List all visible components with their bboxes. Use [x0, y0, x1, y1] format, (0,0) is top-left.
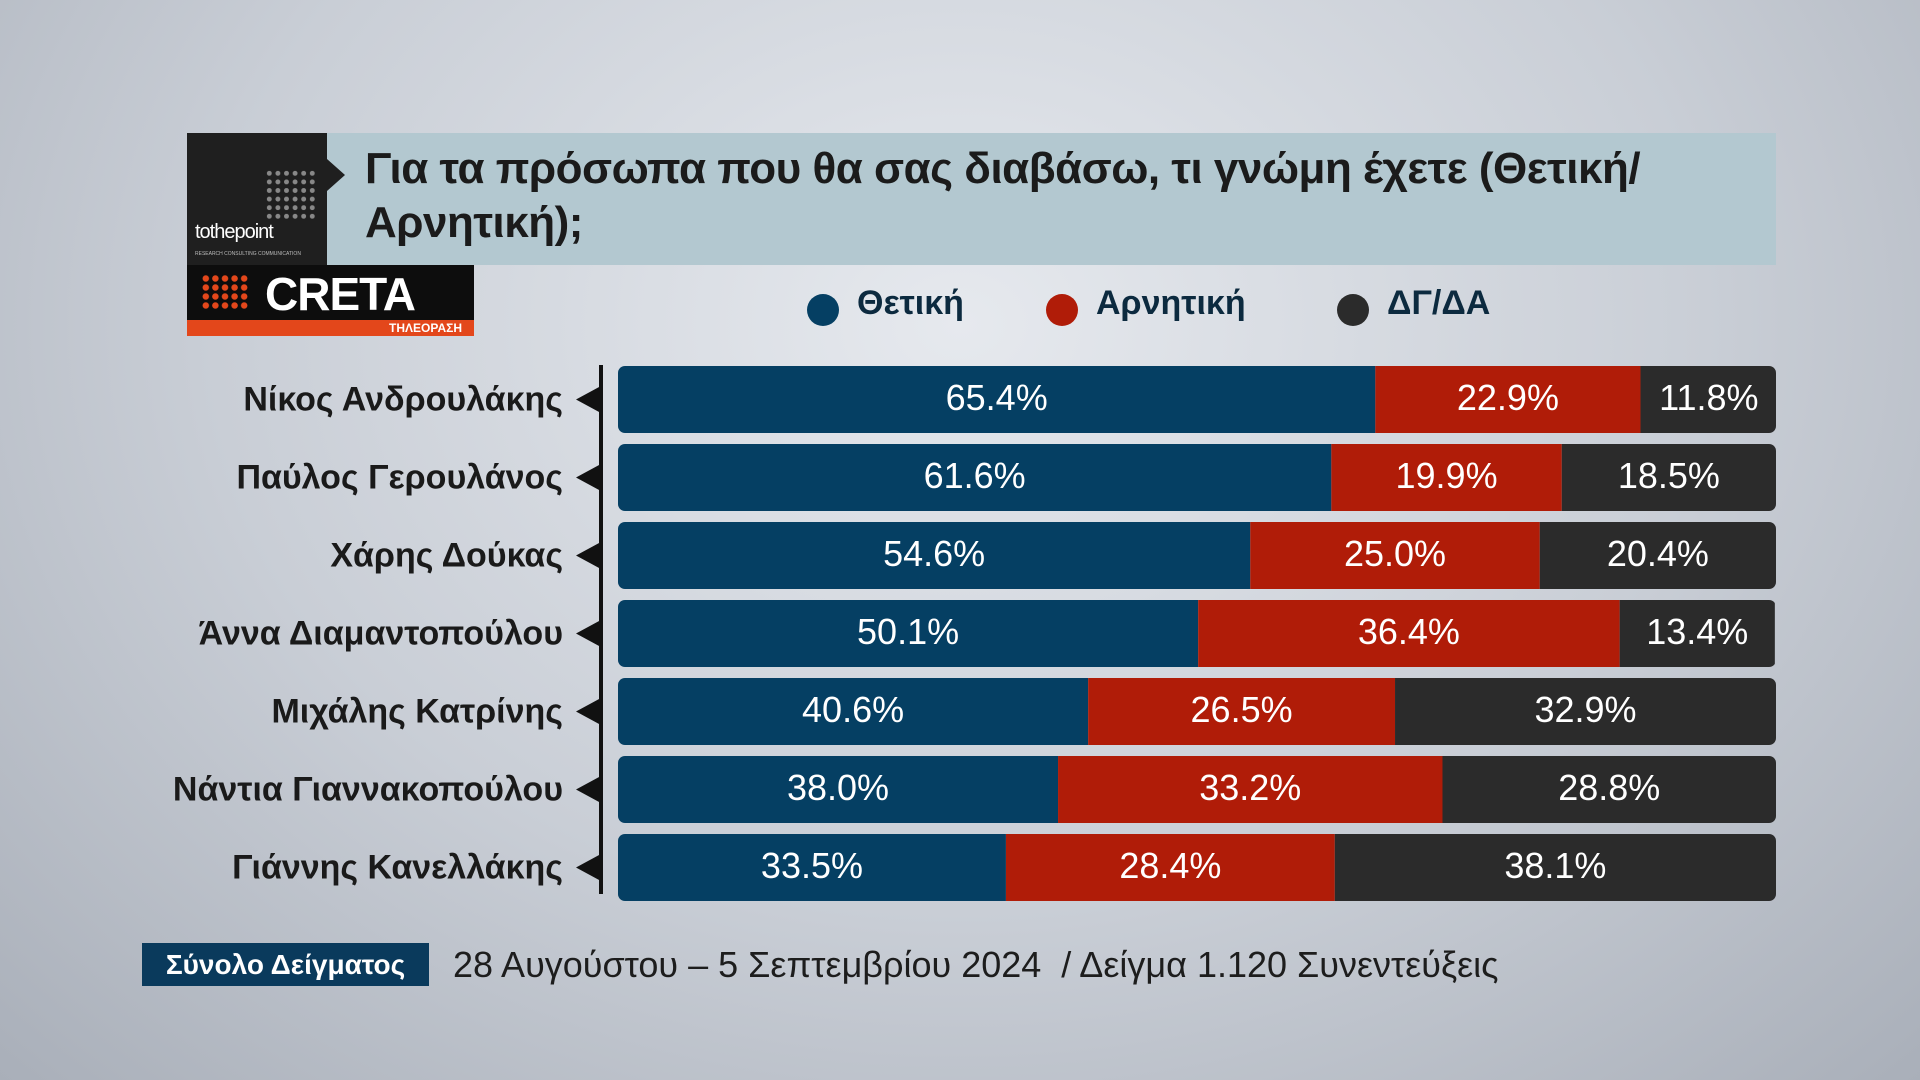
bar-segment: [1539, 522, 1776, 589]
value-label: 25.0%: [1344, 533, 1446, 574]
value-label: 38.0%: [787, 767, 889, 808]
value-label: 11.8%: [1659, 377, 1758, 418]
bar-segment: [1058, 756, 1443, 823]
bar-segment: [1088, 678, 1396, 745]
bar-row: [618, 522, 1776, 589]
footer-text: 28 Αυγούστου – 5 Σεπτεμβρίου 2024 / Δείγ…: [453, 944, 1499, 985]
category-label: Νίκος Ανδρουλάκης: [243, 380, 563, 418]
bar-segment: [1331, 444, 1562, 511]
value-label: 54.6%: [883, 533, 985, 574]
value-label: 19.9%: [1396, 455, 1498, 496]
legend-marker: [1046, 294, 1078, 326]
bar-segment: [618, 522, 1251, 589]
bar-segment: [1442, 756, 1776, 823]
bar-row: [618, 444, 1776, 511]
bar-segment: [1334, 834, 1776, 901]
chart-title: Για τα πρόσωπα που θα σας διαβάσω, τι γν…: [365, 144, 1641, 247]
category-label: Άννα Διαμαντοπούλου: [199, 614, 563, 652]
value-label: 26.5%: [1191, 689, 1293, 730]
bar-row: [618, 600, 1775, 667]
value-label: 36.4%: [1358, 611, 1460, 652]
category-label: Παύλος Γερουλάνος: [236, 458, 563, 496]
bar-row: [618, 366, 1776, 433]
value-label: 28.4%: [1119, 845, 1221, 886]
value-label: 61.6%: [924, 455, 1026, 496]
bar-segment: [618, 600, 1199, 667]
legend-marker: [807, 294, 839, 326]
value-label: 33.2%: [1199, 767, 1301, 808]
value-label: 18.5%: [1618, 455, 1720, 496]
tick-arrow: [576, 620, 600, 647]
tick-arrow: [576, 776, 600, 803]
value-label: 33.5%: [761, 845, 863, 886]
value-label: 22.9%: [1457, 377, 1559, 418]
channel-name: CRETA: [265, 268, 416, 320]
bar-segment: [618, 678, 1089, 745]
legend-label: Αρνητική: [1096, 284, 1246, 322]
agency-name: tothepoint: [195, 221, 274, 243]
bar-segment: [1395, 678, 1776, 745]
agency-tagline: RESEARCH CONSULTING COMMUNICATION: [195, 251, 301, 257]
bar-segment: [1619, 600, 1775, 667]
category-label: Νάντια Γιαννακοπούλου: [173, 770, 563, 808]
bar-segment: [618, 366, 1376, 433]
agency-logo: tothepoint RESEARCH CONSULTING COMMUNICA…: [187, 133, 345, 265]
bar-segment: [1005, 834, 1335, 901]
legend-label: Θετική: [857, 284, 964, 322]
channel-logo: CRETA ΤΗΛΕΟΡΑΣΗ: [187, 265, 474, 336]
title-band: [187, 133, 1776, 265]
value-label: 65.4%: [946, 377, 1048, 418]
channel-sub: ΤΗΛΕΟΡΑΣΗ: [389, 321, 462, 335]
legend-marker: [1337, 294, 1369, 326]
tick-arrow: [576, 542, 600, 569]
bar-segment: [618, 444, 1332, 511]
value-label: 20.4%: [1607, 533, 1709, 574]
bar-row: [618, 834, 1776, 901]
bar-row: [618, 678, 1776, 745]
legend-label: ΔΓ/ΔΑ: [1387, 284, 1490, 322]
value-label: 32.9%: [1534, 689, 1636, 730]
value-label: 28.8%: [1558, 767, 1660, 808]
bar-segment: [1198, 600, 1620, 667]
footer-label: Σύνολο Δείγματος: [142, 943, 429, 986]
value-label: 50.1%: [857, 611, 959, 652]
category-label: Μιχάλης Κατρίνης: [271, 692, 563, 730]
bar-segment: [1561, 444, 1776, 511]
tick-arrow: [576, 854, 600, 881]
tick-arrow: [576, 464, 600, 491]
category-label: Χάρης Δούκας: [330, 536, 563, 574]
category-label: Γιάννης Κανελλάκης: [232, 848, 563, 886]
tick-arrow: [576, 386, 600, 413]
tick-arrow: [576, 698, 600, 725]
bar-segment: [618, 756, 1059, 823]
value-label: 40.6%: [802, 689, 904, 730]
bar-segment: [618, 834, 1006, 901]
value-label: 38.1%: [1504, 845, 1606, 886]
value-label: 13.4%: [1646, 611, 1748, 652]
bar-segment: [1640, 366, 1776, 433]
bar-segment: [1250, 522, 1540, 589]
bar-row: [618, 756, 1776, 823]
bar-segment: [1375, 366, 1641, 433]
